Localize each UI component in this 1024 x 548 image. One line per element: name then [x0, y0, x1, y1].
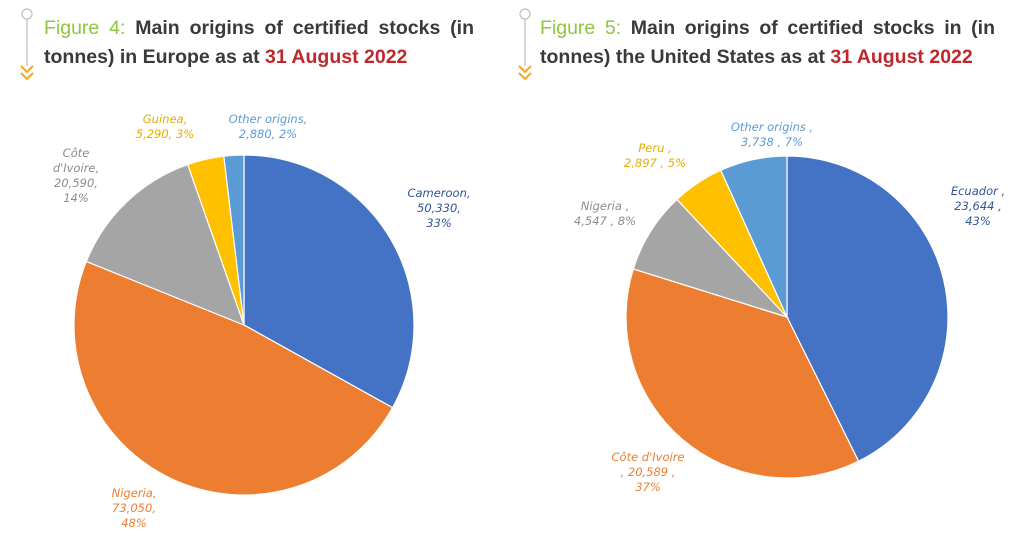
data-label-nigeria: Nigeria , 4,547 , 8%	[574, 199, 636, 228]
figure-5-panel: Figure 5: Main origins of certified stoc…	[512, 0, 1024, 548]
data-label-other-origins: Other origins, 2,880, 2%	[229, 112, 308, 141]
figure-4-panel: Figure 4: Main origins of certified stoc…	[0, 0, 512, 548]
data-label-peru: Peru , 2,897 , 5%	[624, 141, 686, 170]
data-label-ecuador: Ecuador , 23,644 , 43%	[951, 184, 1005, 228]
data-label-cameroon: Cameroon, 50,330, 33%	[407, 186, 470, 230]
europe-pie-chart: Cameroon, 50,330, 33% Nigeria, 73,050, 48% Côt…	[0, 0, 512, 548]
data-label-nigeria: Nigeria, 73,050, 48%	[112, 486, 157, 530]
data-label-cote-d-ivoire: Côte d'Ivoire, 20,590, 14%	[53, 146, 99, 205]
data-label-guinea: Guinea, 5,290, 3%	[136, 112, 194, 141]
data-label-other-origins: Other origins , 3,738 , 7%	[731, 120, 813, 149]
data-label-cote-d-ivoire: Côte d'Ivoire, 20,589 , 37%	[612, 450, 685, 494]
united-states-pie-chart: Ecuador , 23,644 , 43% Côte d'Ivoire, 20,58…	[512, 0, 1024, 548]
